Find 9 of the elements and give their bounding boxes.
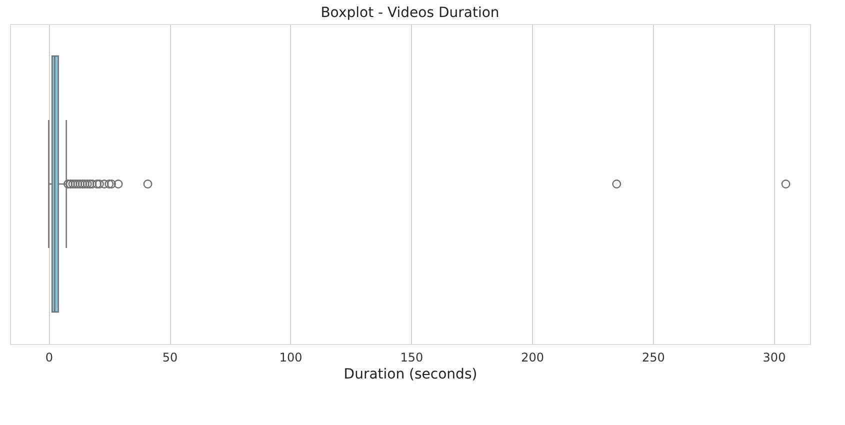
x-tick-label: 200	[521, 350, 544, 364]
x-tick-label: 100	[279, 350, 302, 364]
chart-title: Boxplot - Videos Duration	[320, 5, 500, 21]
x-tick-label: 150	[400, 350, 424, 364]
x-tick-label: 250	[642, 350, 665, 364]
x-axis-title: Duration (seconds)	[344, 366, 478, 382]
x-tick-label: 300	[762, 350, 786, 364]
x-tick-label: 0	[45, 350, 53, 364]
x-tick-label: 50	[162, 350, 178, 364]
